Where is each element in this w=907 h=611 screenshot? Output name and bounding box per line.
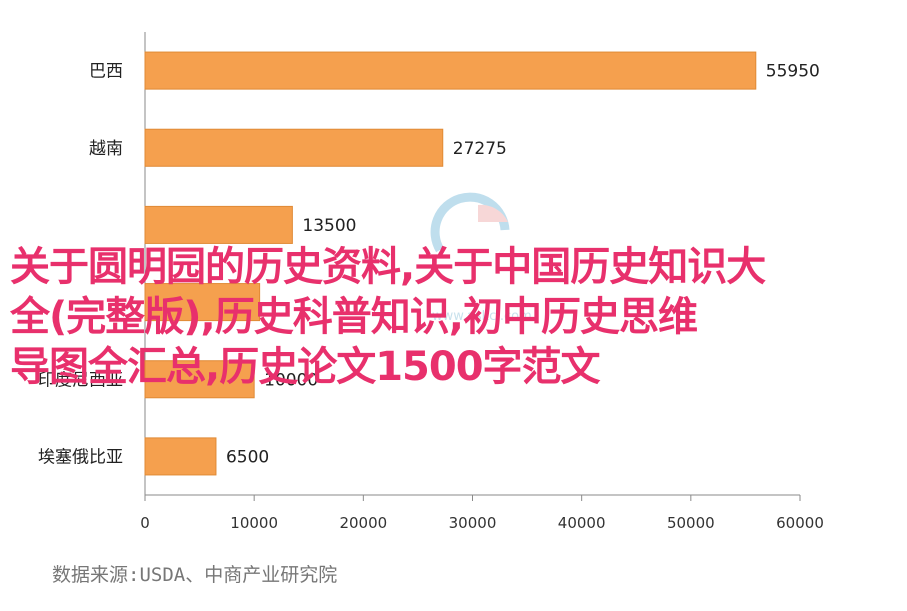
x-tick-label-1: 10000 [230,514,278,532]
bars-group: 巴西 55950 越南 27275 13500 印度尼西亚 10000 埃塞俄比亚 6500 [38,51,820,476]
watermark: www.askci.com [430,192,532,324]
value-label-4: 10000 [264,370,318,390]
watermark-text: www.askci.com [432,309,532,324]
x-tick-label-0: 0 [140,514,150,532]
category-label-0: 巴西 [89,62,123,82]
category-label-4: 印度尼西亚 [38,370,123,390]
category-label-5: 埃塞俄比亚 [38,447,123,467]
bar-2 [144,205,293,244]
x-tick-label-6: 60000 [776,514,824,532]
bar-5 [144,437,217,476]
source-note: 数据来源:USDA、中商产业研究院 [52,564,338,586]
x-tick-label-2: 20000 [339,514,387,532]
overlay-title: 关于圆明园的历史资料,关于中国历史知识大 全(完整版),历史科普知识,初中历史思… [10,244,766,390]
bar-3 [144,283,261,322]
x-tick-label-3: 30000 [449,514,497,532]
bar-4 [144,360,255,399]
bar-1 [144,128,444,167]
x-tick-label-5: 50000 [667,514,715,532]
bar-0 [144,51,757,90]
category-label-1: 越南 [89,139,123,159]
value-label-2: 13500 [302,216,356,236]
x-tick-label-4: 40000 [558,514,606,532]
x-ticks-group: 0 10000 20000 30000 40000 50000 60000 [140,495,824,532]
value-label-0: 55950 [766,62,820,82]
value-label-5: 6500 [226,447,269,467]
value-label-1: 27275 [453,139,507,159]
